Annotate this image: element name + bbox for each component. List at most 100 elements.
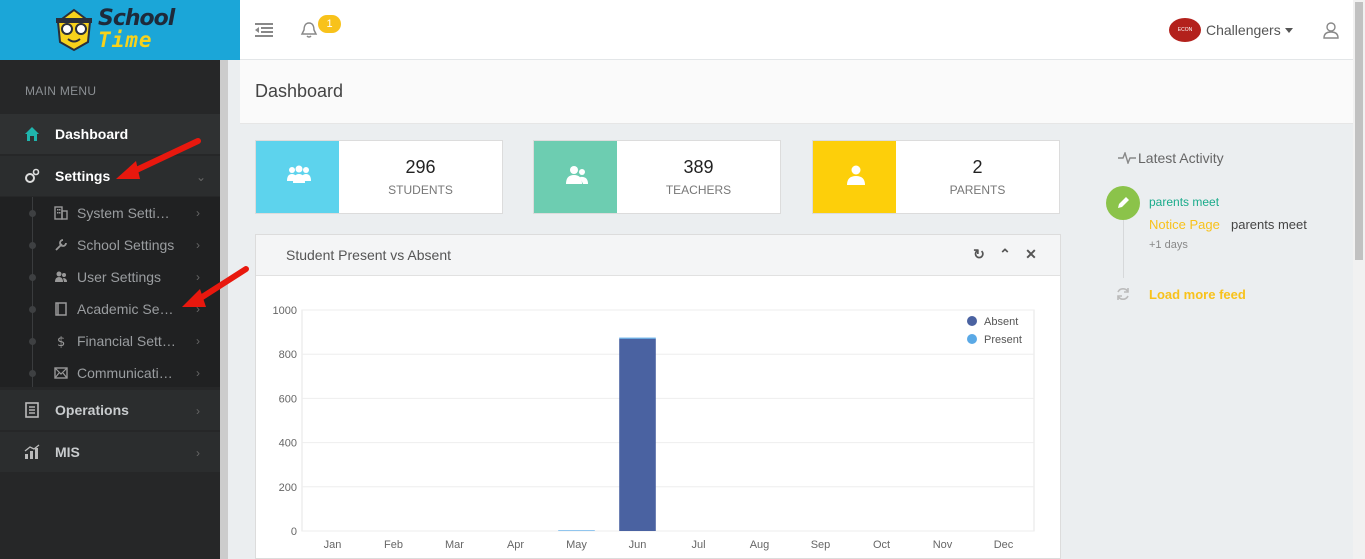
- submenu-item-communication-settings[interactable]: Communication Settings ›: [0, 357, 220, 389]
- submenu-label: Communication Settings: [77, 365, 177, 381]
- user-name[interactable]: Challengers: [1206, 22, 1281, 38]
- load-more-feed-link[interactable]: Load more feed: [1149, 287, 1246, 302]
- refresh-icon[interactable]: ↻: [973, 246, 985, 262]
- x-tick-label: Jan: [324, 539, 342, 551]
- stat-icon-box: [534, 141, 617, 213]
- sidebar-item-settings[interactable]: Settings ⌄: [0, 156, 220, 196]
- user-profile-icon[interactable]: [1322, 21, 1340, 39]
- notification-badge[interactable]: 1: [318, 15, 341, 33]
- stat-label: PARENTS: [949, 183, 1006, 197]
- stat-card-parents[interactable]: 2 PARENTS: [812, 140, 1060, 214]
- bullet-dot: [29, 370, 36, 377]
- chevron-right-icon: ›: [196, 302, 200, 316]
- submenu-item-user-settings[interactable]: User Settings ›: [0, 261, 220, 293]
- scrollbar-thumb[interactable]: [1355, 2, 1363, 260]
- submenu-label: School Settings: [77, 237, 175, 253]
- sidebar-item-label: Operations: [55, 402, 129, 418]
- dollar-icon: $: [57, 335, 65, 348]
- teachers-icon: [566, 166, 588, 184]
- list-icon: [25, 402, 39, 418]
- bar-present: [558, 530, 595, 531]
- close-icon[interactable]: ✕: [1025, 246, 1037, 262]
- page-scrollbar[interactable]: [1353, 0, 1365, 559]
- page-header: Dashboard: [240, 60, 1353, 124]
- chevron-down-icon: ⌄: [196, 170, 207, 184]
- main-content: Dashboard 296 STUDENTS 389 TEACHERS: [240, 60, 1353, 559]
- sidebar-item-mis[interactable]: MIS ›: [0, 432, 220, 472]
- envelope-icon: [54, 367, 68, 379]
- submenu-item-financial-settings[interactable]: $ Financial Settings ›: [0, 325, 220, 357]
- users-icon: [55, 271, 67, 282]
- legend-marker: [967, 316, 977, 326]
- sidebar-gutter: [220, 60, 228, 559]
- sidebar-item-dashboard[interactable]: Dashboard: [0, 114, 220, 154]
- chevron-right-icon: ›: [196, 206, 200, 220]
- annotation-arrow-icon: [182, 266, 249, 307]
- y-tick-label: 400: [279, 438, 297, 450]
- activity-item-title[interactable]: parents meet: [1149, 195, 1220, 209]
- x-tick-label: Jun: [629, 539, 647, 551]
- sidebar-section-title: MAIN MENU: [25, 84, 97, 98]
- y-tick-label: 800: [279, 349, 297, 361]
- y-tick-label: 1000: [273, 305, 297, 317]
- bar-chart: 0 200 400 600 800 1000 Jan Feb Mar Apr May Jun Jul Au…: [273, 305, 1035, 551]
- activity-item-time: +1 days: [1149, 239, 1188, 251]
- app-logo[interactable]: School Time: [0, 0, 240, 60]
- collapse-icon[interactable]: ⌃: [999, 246, 1011, 262]
- svg-text:$: $: [57, 335, 65, 348]
- bell-icon[interactable]: [300, 21, 318, 39]
- x-tick-label: Mar: [445, 539, 464, 551]
- stat-icon-box: [813, 141, 896, 213]
- bullet-dot: [29, 306, 36, 313]
- chart-panel-title: Student Present vs Absent: [286, 247, 451, 263]
- stat-card-teachers[interactable]: 389 TEACHERS: [533, 140, 781, 214]
- logo-owl-icon: [56, 8, 92, 52]
- submenu-item-system-settings[interactable]: System Settings ›: [0, 197, 220, 229]
- x-tick-label: Apr: [507, 539, 524, 551]
- pencil-icon: [1118, 197, 1129, 208]
- legend-label: Absent: [984, 316, 1018, 328]
- submenu-line: [32, 197, 33, 387]
- gears-icon: [25, 168, 40, 183]
- legend-marker: [967, 334, 977, 344]
- chevron-right-icon: ›: [196, 366, 200, 380]
- sidebar-item-label: MIS: [55, 444, 80, 460]
- plot-area: [301, 309, 1035, 532]
- chart-panel: Student Present vs Absent ↻ ⌃ ✕ 0 200 400 6…: [255, 234, 1061, 559]
- bullet-dot: [29, 210, 36, 217]
- students-icon: [287, 165, 311, 183]
- x-tick-label: Nov: [933, 539, 953, 551]
- y-tick-label: 200: [279, 482, 297, 494]
- submenu-label: Financial Settings: [77, 333, 177, 349]
- wrench-icon: [55, 239, 67, 251]
- menu-toggle-icon[interactable]: [255, 22, 273, 38]
- stat-label: STUDENTS: [388, 183, 453, 197]
- bullet-dot: [29, 338, 36, 345]
- activity-title: Latest Activity: [1138, 150, 1224, 166]
- chevron-right-icon: ›: [196, 404, 200, 418]
- sidebar-item-operations[interactable]: Operations ›: [0, 390, 220, 430]
- bullet-dot: [29, 242, 36, 249]
- chevron-right-icon: ›: [196, 446, 200, 460]
- stat-icon-box: [256, 141, 339, 213]
- settings-submenu: [0, 197, 220, 387]
- activity-item-source[interactable]: Notice Page: [1149, 217, 1220, 232]
- page-title: Dashboard: [255, 81, 344, 101]
- chart-panel-header: Student Present vs Absent ↻ ⌃ ✕: [256, 235, 1060, 276]
- top-navbar: 1 ECON Challengers: [240, 0, 1353, 60]
- user-avatar[interactable]: ECON: [1169, 18, 1201, 42]
- book-icon: [55, 302, 67, 316]
- stat-value: 389: [683, 157, 714, 177]
- caret-down-icon[interactable]: [1285, 28, 1293, 33]
- timeline-line: [1123, 220, 1124, 278]
- legend-label: Present: [984, 334, 1022, 346]
- annotation-arrow-icon: [116, 138, 201, 179]
- building-icon: [54, 206, 68, 220]
- submenu-item-school-settings[interactable]: School Settings ›: [0, 229, 220, 261]
- bullet-dot: [29, 274, 36, 281]
- home-icon: [25, 127, 39, 141]
- stat-card-students[interactable]: 296 STUDENTS: [255, 140, 503, 214]
- submenu-item-academic-settings[interactable]: Academic Settings ›: [0, 293, 220, 325]
- refresh-icon: [1117, 288, 1129, 300]
- submenu-label: Academic Settings: [77, 301, 177, 317]
